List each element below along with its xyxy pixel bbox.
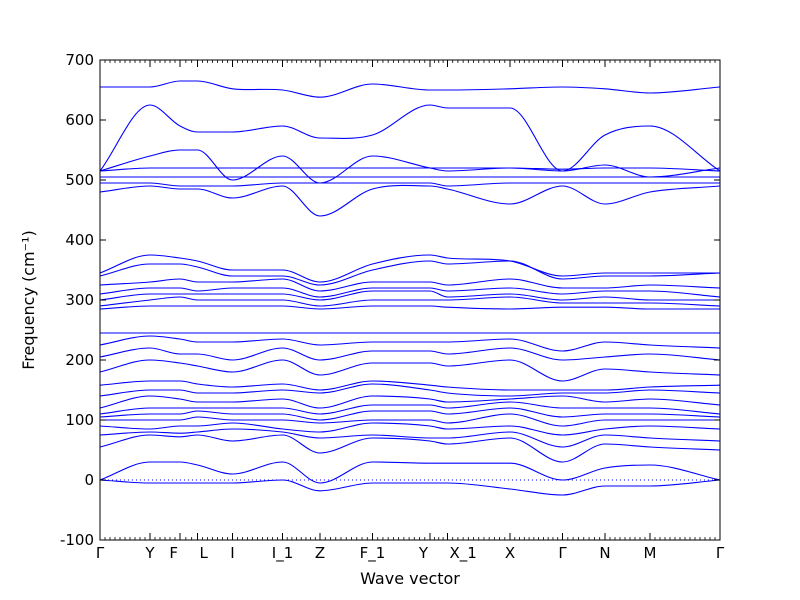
x-tick-label: F_1: [360, 544, 386, 563]
band-line-9: [99, 395, 721, 409]
y-tick-label: 200: [65, 351, 94, 369]
band-line-8: [99, 401, 721, 415]
band-line-1: [99, 479, 721, 496]
band-line-17: [99, 296, 721, 307]
symmetry-ticks: Γ Y F L I I_1 Z F_1 Y X_1 X Γ N M Γ: [96, 60, 725, 563]
x-tick-label: L: [200, 544, 209, 562]
band-line-22: [99, 254, 720, 283]
band-line-11: [99, 380, 721, 391]
y-axis-title: Frequency (cm⁻¹): [19, 230, 38, 369]
x-tick-label: Z: [315, 544, 325, 562]
y-tick-label: 400: [65, 231, 94, 249]
band-line-2: [99, 461, 721, 484]
band-line-7: [99, 407, 721, 421]
x-tick-label: X_1: [450, 544, 477, 563]
x-tick-label: F: [169, 544, 178, 562]
band-line-26: [99, 167, 721, 172]
x-tick-label: N: [599, 544, 610, 562]
band-line-3: [99, 434, 721, 463]
plot-frame: [99, 59, 721, 541]
band-line-29: [100, 80, 721, 98]
y-tick-label: 600: [65, 111, 94, 129]
band-line-23: [99, 184, 721, 217]
band-line-21: [99, 260, 721, 286]
x-tick-label: Y: [144, 544, 155, 562]
x-tick-label: Y: [418, 544, 429, 562]
band-line-5: [99, 422, 721, 436]
band-line-12: [99, 359, 721, 382]
band-line-24: [100, 182, 720, 187]
band-line-16: [99, 305, 720, 310]
y-axis-ticks: -100 0 100 200 300 400 500 600 700: [60, 51, 720, 549]
x-tick-label: I_1: [272, 544, 293, 563]
band-line-27: [99, 149, 721, 184]
x-tick-label: M: [644, 544, 657, 562]
band-line-20: [99, 278, 721, 292]
x-tick-label: Γ: [716, 544, 725, 562]
x-tick-label: Γ: [96, 544, 105, 562]
y-tick-label: 0: [84, 471, 94, 489]
x-tick-label: Γ: [558, 544, 567, 562]
y-tick-label: 500: [65, 171, 94, 189]
x-tick-label: X: [505, 544, 515, 562]
y-tick-label: 300: [65, 291, 94, 309]
band-line-19: [99, 287, 721, 298]
band-line-28: [99, 104, 721, 172]
x-axis-title: Wave vector: [360, 569, 460, 588]
band-line-13: [99, 347, 721, 361]
band-lines: [99, 80, 721, 496]
band-line-14: [99, 335, 721, 352]
band-line-10: [99, 383, 721, 397]
x-tick-label: I: [230, 544, 234, 562]
y-tick-label: 100: [65, 411, 94, 429]
band-line-6: [99, 413, 720, 427]
y-tick-label: -100: [60, 531, 94, 549]
band-line-18: [99, 290, 720, 301]
band-line-4: [99, 428, 721, 448]
y-tick-label: 700: [65, 51, 94, 69]
